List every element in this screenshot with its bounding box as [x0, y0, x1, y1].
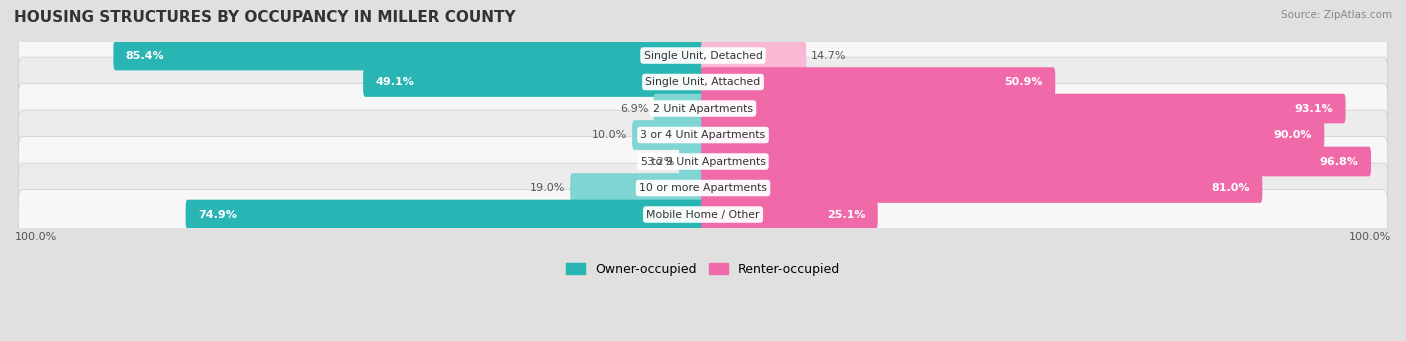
FancyBboxPatch shape [18, 110, 1388, 160]
Text: 10 or more Apartments: 10 or more Apartments [638, 183, 768, 193]
FancyBboxPatch shape [18, 190, 1388, 239]
FancyBboxPatch shape [702, 67, 1056, 97]
FancyBboxPatch shape [702, 173, 1263, 203]
Text: 96.8%: 96.8% [1320, 157, 1358, 166]
Text: 49.1%: 49.1% [375, 77, 415, 87]
FancyBboxPatch shape [18, 57, 1388, 107]
FancyBboxPatch shape [186, 200, 704, 229]
FancyBboxPatch shape [18, 31, 1388, 80]
Text: 90.0%: 90.0% [1274, 130, 1312, 140]
Text: Mobile Home / Other: Mobile Home / Other [647, 209, 759, 220]
Text: 2 Unit Apartments: 2 Unit Apartments [652, 104, 754, 114]
Text: 74.9%: 74.9% [198, 209, 236, 220]
FancyBboxPatch shape [633, 120, 704, 150]
Text: 10.0%: 10.0% [592, 130, 627, 140]
FancyBboxPatch shape [702, 200, 877, 229]
Text: 85.4%: 85.4% [125, 50, 165, 61]
Text: 93.1%: 93.1% [1295, 104, 1333, 114]
FancyBboxPatch shape [363, 67, 704, 97]
FancyBboxPatch shape [702, 41, 806, 70]
Text: 19.0%: 19.0% [530, 183, 565, 193]
Text: 50.9%: 50.9% [1004, 77, 1043, 87]
Text: HOUSING STRUCTURES BY OCCUPANCY IN MILLER COUNTY: HOUSING STRUCTURES BY OCCUPANCY IN MILLE… [14, 10, 516, 25]
Text: Source: ZipAtlas.com: Source: ZipAtlas.com [1281, 10, 1392, 20]
FancyBboxPatch shape [114, 41, 704, 70]
Text: 25.1%: 25.1% [827, 209, 865, 220]
Text: 5 to 9 Unit Apartments: 5 to 9 Unit Apartments [641, 157, 765, 166]
Text: 3.2%: 3.2% [645, 157, 673, 166]
Text: 100.0%: 100.0% [15, 232, 58, 242]
Text: Single Unit, Attached: Single Unit, Attached [645, 77, 761, 87]
FancyBboxPatch shape [702, 94, 1346, 123]
Text: 81.0%: 81.0% [1212, 183, 1250, 193]
FancyBboxPatch shape [18, 84, 1388, 133]
FancyBboxPatch shape [702, 147, 1371, 176]
FancyBboxPatch shape [18, 163, 1388, 213]
FancyBboxPatch shape [679, 147, 704, 176]
Text: 6.9%: 6.9% [620, 104, 648, 114]
FancyBboxPatch shape [18, 137, 1388, 187]
FancyBboxPatch shape [571, 173, 704, 203]
Text: 100.0%: 100.0% [1348, 232, 1391, 242]
Text: 3 or 4 Unit Apartments: 3 or 4 Unit Apartments [641, 130, 765, 140]
Text: 14.7%: 14.7% [811, 50, 846, 61]
Text: Single Unit, Detached: Single Unit, Detached [644, 50, 762, 61]
FancyBboxPatch shape [654, 94, 704, 123]
FancyBboxPatch shape [702, 120, 1324, 150]
Legend: Owner-occupied, Renter-occupied: Owner-occupied, Renter-occupied [561, 258, 845, 281]
